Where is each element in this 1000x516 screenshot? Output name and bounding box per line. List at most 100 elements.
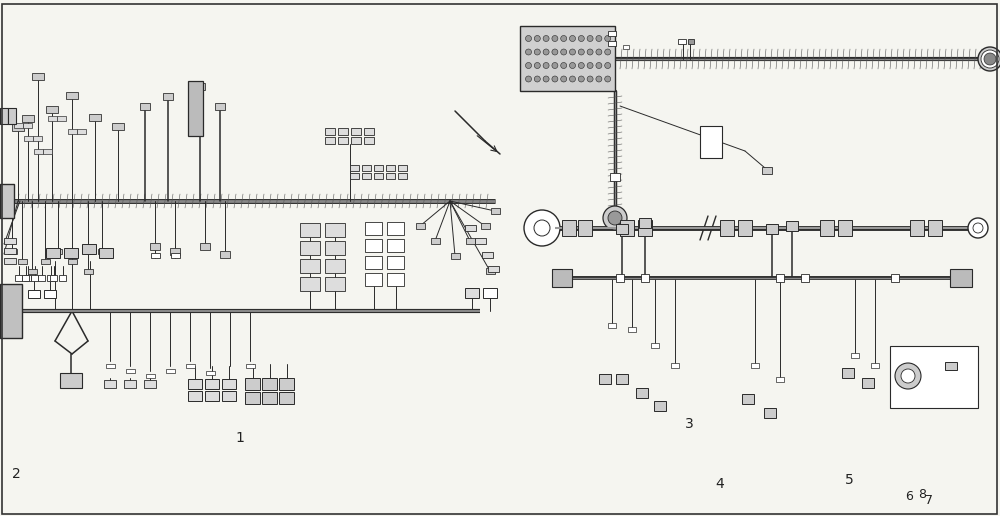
Bar	[325, 223, 345, 237]
Text: 6: 6	[905, 491, 913, 504]
Circle shape	[543, 76, 549, 82]
Bar	[24, 136, 33, 141]
Bar	[776, 274, 784, 282]
Bar	[651, 343, 659, 348]
Bar	[104, 380, 116, 388]
Bar	[488, 266, 499, 272]
Bar	[688, 39, 694, 44]
Bar	[14, 123, 22, 128]
Bar	[60, 373, 82, 388]
Bar	[59, 275, 66, 281]
Bar	[891, 274, 899, 282]
Bar	[200, 243, 210, 250]
Text: 8: 8	[918, 489, 926, 502]
Bar	[890, 346, 978, 408]
Circle shape	[534, 62, 540, 69]
Bar	[365, 256, 382, 269]
Bar	[820, 220, 834, 236]
Bar	[350, 173, 359, 179]
Circle shape	[603, 206, 627, 230]
Bar	[38, 275, 45, 281]
Bar	[186, 364, 194, 368]
Circle shape	[570, 49, 576, 55]
Bar	[862, 378, 874, 388]
Text: 7: 7	[925, 494, 933, 508]
Bar	[678, 39, 686, 44]
Bar	[166, 369, 175, 373]
Bar	[465, 225, 476, 231]
Bar	[636, 388, 648, 398]
Bar	[616, 374, 628, 384]
Circle shape	[596, 36, 602, 41]
Bar	[801, 274, 809, 282]
Circle shape	[605, 49, 611, 55]
Bar	[365, 222, 382, 235]
Bar	[578, 220, 592, 236]
Bar	[764, 408, 776, 418]
Circle shape	[526, 36, 532, 41]
Bar	[738, 220, 752, 236]
Circle shape	[552, 62, 558, 69]
Bar	[776, 377, 784, 382]
Text: 1: 1	[235, 431, 244, 445]
Bar	[22, 275, 29, 281]
Bar	[365, 239, 382, 252]
Circle shape	[895, 363, 921, 389]
Bar	[47, 275, 54, 281]
Circle shape	[543, 49, 549, 55]
Bar	[608, 31, 616, 36]
Bar	[766, 224, 778, 234]
Bar	[842, 368, 854, 378]
Bar	[15, 275, 22, 281]
Circle shape	[570, 36, 576, 41]
Bar	[700, 126, 722, 158]
Bar	[195, 83, 205, 89]
Text: 3: 3	[685, 417, 694, 431]
Circle shape	[526, 76, 532, 82]
Bar	[300, 259, 320, 273]
Circle shape	[552, 36, 558, 41]
Bar	[483, 288, 497, 298]
Bar	[170, 252, 180, 258]
Bar	[205, 379, 219, 389]
Bar	[31, 275, 38, 281]
Bar	[599, 374, 611, 384]
Bar	[350, 165, 359, 171]
Bar	[48, 116, 56, 121]
Bar	[82, 244, 96, 254]
Bar	[475, 238, 486, 244]
Bar	[325, 128, 335, 135]
Bar	[28, 268, 36, 273]
Bar	[430, 238, 440, 244]
Circle shape	[534, 76, 540, 82]
Circle shape	[578, 36, 584, 41]
Bar	[188, 391, 202, 401]
Circle shape	[605, 36, 611, 41]
Bar	[387, 256, 404, 269]
Bar	[387, 239, 404, 252]
Bar	[245, 392, 260, 404]
Circle shape	[524, 210, 560, 246]
Bar	[338, 128, 348, 135]
Bar	[300, 223, 320, 237]
Circle shape	[561, 62, 567, 69]
Bar	[144, 380, 156, 388]
Circle shape	[605, 76, 611, 82]
Bar	[57, 116, 66, 121]
Text: 5: 5	[845, 473, 854, 487]
Bar	[53, 249, 62, 253]
Bar	[34, 149, 42, 154]
Bar	[46, 98, 58, 105]
Bar	[490, 208, 500, 214]
Bar	[620, 220, 634, 236]
Bar	[99, 248, 113, 258]
Bar	[742, 394, 754, 404]
Bar	[671, 363, 679, 368]
Bar	[374, 165, 383, 171]
Bar	[450, 253, 460, 259]
Bar	[300, 241, 320, 255]
Circle shape	[901, 369, 915, 383]
Bar	[386, 165, 395, 171]
Bar	[188, 81, 203, 136]
Circle shape	[570, 62, 576, 69]
